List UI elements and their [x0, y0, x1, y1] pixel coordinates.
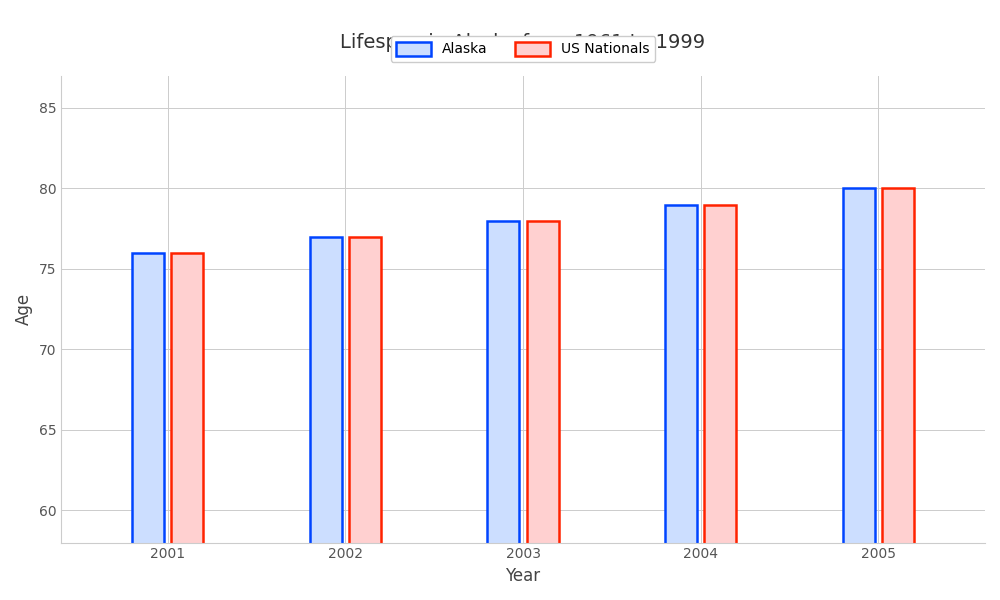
- Legend: Alaska, US Nationals: Alaska, US Nationals: [391, 36, 655, 62]
- Y-axis label: Age: Age: [15, 293, 33, 325]
- Bar: [349, 237, 381, 600]
- Bar: [665, 205, 697, 600]
- X-axis label: Year: Year: [505, 567, 541, 585]
- Title: Lifespan in Alaska from 1961 to 1999: Lifespan in Alaska from 1961 to 1999: [340, 33, 706, 52]
- Bar: [843, 188, 875, 600]
- Bar: [704, 205, 736, 600]
- Bar: [527, 221, 559, 600]
- Bar: [882, 188, 914, 600]
- Bar: [310, 237, 342, 600]
- Bar: [487, 221, 519, 600]
- Bar: [171, 253, 203, 600]
- Bar: [132, 253, 164, 600]
